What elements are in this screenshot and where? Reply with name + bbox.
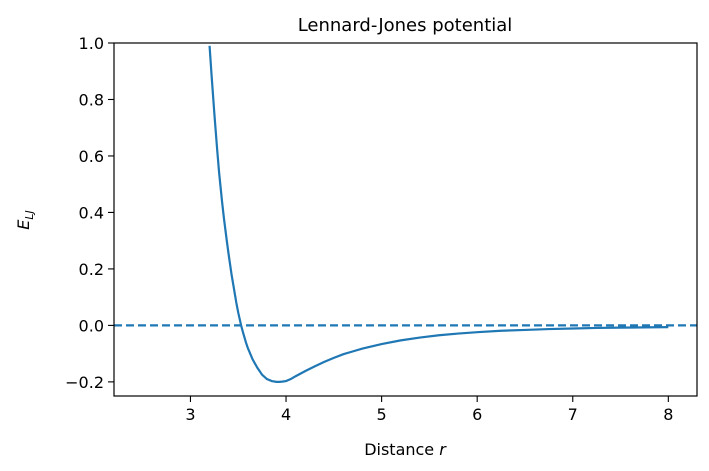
y-tick-label: 0.8 xyxy=(79,90,104,109)
x-tick-label: 3 xyxy=(185,405,195,424)
plot-area xyxy=(114,45,697,383)
chart-title: Lennard-Jones potential xyxy=(298,15,513,36)
y-tick-label: 0.0 xyxy=(79,316,104,335)
x-tick-label: 4 xyxy=(281,405,291,424)
y-tick-label: −0.2 xyxy=(65,373,104,392)
axes-frame xyxy=(113,42,698,397)
x-tick-label: 6 xyxy=(472,405,482,424)
y-axis-ticks: −0.2 0.0 0.2 0.4 0.6 0.8 1.0 xyxy=(65,34,114,392)
y-tick-label: 0.4 xyxy=(79,203,104,222)
x-axis-label: Distance r xyxy=(364,440,447,459)
x-tick-label: 8 xyxy=(663,405,673,424)
y-axis-label: ELJ xyxy=(14,210,36,229)
y-tick-label: 0.2 xyxy=(79,260,104,279)
x-tick-label: 5 xyxy=(377,405,387,424)
y-tick-label: 0.6 xyxy=(79,147,104,166)
x-axis-ticks: 3 4 5 6 7 8 xyxy=(185,396,673,424)
potential-curve-line xyxy=(208,45,669,383)
x-tick-label: 7 xyxy=(568,405,578,424)
y-tick-label: 1.0 xyxy=(79,34,104,53)
